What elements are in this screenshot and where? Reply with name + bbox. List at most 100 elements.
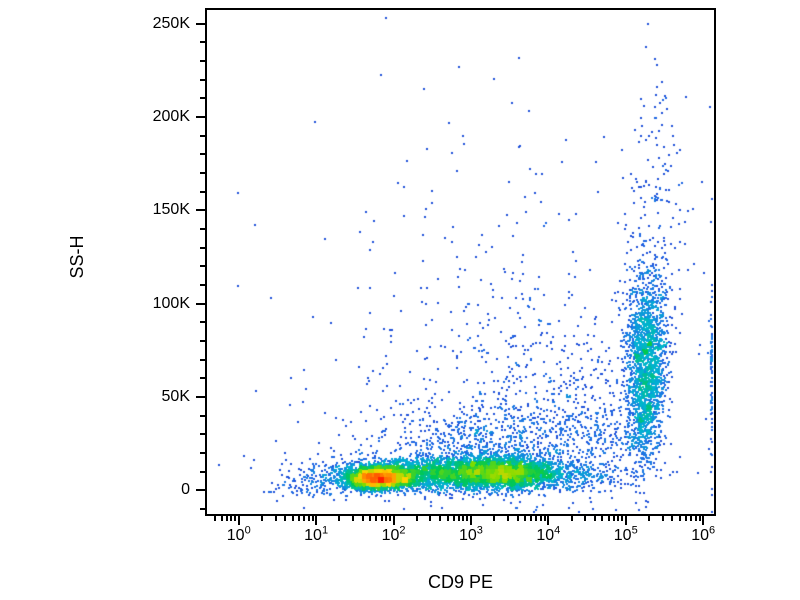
x-minor-tick <box>297 516 300 521</box>
x-major-tick <box>547 516 550 525</box>
x-minor-tick <box>369 516 372 521</box>
y-tick-label: 200K <box>152 108 190 126</box>
x-minor-tick <box>311 516 314 521</box>
y-minor-tick <box>200 358 205 361</box>
y-major-tick <box>196 489 205 492</box>
x-minor-tick <box>452 516 455 521</box>
x-minor-tick <box>303 516 306 521</box>
y-tick-label: 50K <box>161 388 190 405</box>
x-minor-tick <box>612 516 615 521</box>
x-minor-tick <box>261 516 264 521</box>
x-minor-tick <box>530 516 533 521</box>
y-minor-tick <box>200 451 205 454</box>
x-minor-tick <box>506 516 509 521</box>
y-major-tick <box>196 22 205 25</box>
x-minor-tick <box>307 516 310 521</box>
y-minor-tick <box>200 507 205 510</box>
x-minor-tick <box>214 516 217 521</box>
x-minor-tick <box>516 516 519 521</box>
x-minor-tick <box>446 516 449 521</box>
y-minor-tick <box>200 190 205 193</box>
x-minor-tick <box>684 516 687 521</box>
x-minor-tick <box>698 516 701 521</box>
x-tick-label: 102 <box>381 524 406 544</box>
y-minor-tick <box>200 153 205 156</box>
x-minor-tick <box>584 516 587 521</box>
y-major-tick <box>196 116 205 119</box>
x-major-tick <box>469 516 472 525</box>
y-minor-tick <box>200 134 205 137</box>
x-minor-tick <box>690 516 693 521</box>
y-minor-tick <box>200 228 205 231</box>
y-major-tick <box>196 302 205 305</box>
x-minor-tick <box>361 516 364 521</box>
y-tick-label: 0 <box>181 481 190 499</box>
x-minor-tick <box>380 516 383 521</box>
x-minor-tick <box>375 516 378 521</box>
x-minor-tick <box>457 516 460 521</box>
y-tick-label: 250K <box>152 14 190 32</box>
y-tick-label: 150K <box>152 201 190 219</box>
y-minor-tick <box>200 433 205 436</box>
x-minor-tick <box>524 516 527 521</box>
x-minor-tick <box>385 516 388 521</box>
x-minor-tick <box>415 516 418 521</box>
plot-area <box>205 8 716 516</box>
x-minor-tick <box>439 516 442 521</box>
y-minor-tick <box>200 172 205 175</box>
x-minor-tick <box>617 516 620 521</box>
y-axis-title: SS-H <box>67 235 87 279</box>
x-minor-tick <box>661 516 664 521</box>
x-tick-label: 104 <box>536 524 561 544</box>
x-minor-tick <box>648 516 651 521</box>
x-tick-label: 101 <box>304 524 329 544</box>
y-major-tick <box>196 209 205 212</box>
x-major-tick <box>624 516 627 525</box>
y-minor-tick <box>200 377 205 380</box>
y-minor-tick <box>200 284 205 287</box>
x-minor-tick <box>291 516 294 521</box>
x-minor-tick <box>429 516 432 521</box>
y-minor-tick <box>200 246 205 249</box>
x-minor-tick <box>539 516 542 521</box>
y-major-tick <box>196 396 205 398</box>
y-minor-tick <box>200 321 205 324</box>
y-minor-tick <box>200 78 205 81</box>
x-minor-tick <box>220 516 223 521</box>
y-tick-label: 100K <box>152 294 190 312</box>
x-axis-title: CD9 PE <box>427 572 494 592</box>
y-minor-tick <box>200 340 205 343</box>
y-minor-tick <box>200 265 205 268</box>
x-minor-tick <box>543 516 546 521</box>
x-minor-tick <box>570 516 573 521</box>
y-minor-tick <box>200 470 205 473</box>
x-minor-tick <box>462 516 465 521</box>
x-major-tick <box>315 516 318 525</box>
y-minor-tick <box>200 41 205 44</box>
x-minor-tick <box>621 516 624 521</box>
x-major-tick <box>237 516 240 525</box>
x-major-tick <box>392 516 395 525</box>
y-minor-tick <box>200 60 205 63</box>
x-minor-tick <box>284 516 287 521</box>
x-minor-tick <box>352 516 355 521</box>
x-minor-tick <box>389 516 391 521</box>
x-tick-label: 103 <box>458 524 483 544</box>
scatter-density-canvas <box>207 10 714 514</box>
x-minor-tick <box>593 516 596 521</box>
x-minor-tick <box>601 516 604 521</box>
x-minor-tick <box>230 516 233 521</box>
x-minor-tick <box>225 516 228 521</box>
x-minor-tick <box>466 516 469 521</box>
x-minor-tick <box>535 516 538 521</box>
x-minor-tick <box>234 516 237 521</box>
x-tick-label: 106 <box>691 524 716 544</box>
x-minor-tick <box>493 516 496 521</box>
x-major-tick <box>702 516 705 525</box>
x-minor-tick <box>274 516 277 521</box>
x-minor-tick <box>607 516 610 521</box>
y-minor-tick <box>200 414 205 417</box>
x-tick-label: 105 <box>613 524 638 544</box>
x-tick-label: 100 <box>226 524 251 544</box>
